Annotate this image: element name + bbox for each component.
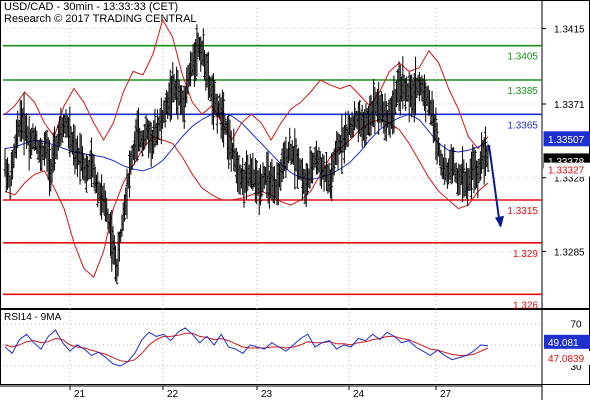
time-tick-label: 27 xyxy=(440,389,452,400)
rsi-tick-label: 70 xyxy=(570,320,582,331)
price-bars xyxy=(3,24,490,285)
time-tick-label: 23 xyxy=(261,389,273,400)
price-tag-label: 1.33378 xyxy=(548,157,585,168)
level-label: 1.3405 xyxy=(507,52,538,63)
price-tick-label: 1.3328 xyxy=(554,174,585,185)
time-tick-label: 21 xyxy=(74,389,86,400)
rsi-ma-line xyxy=(4,332,489,363)
level-label: 1.3365 xyxy=(507,120,538,131)
level-label: 1.3385 xyxy=(507,86,538,97)
upper-bollinger-band xyxy=(4,18,489,150)
rsi-tick-label: 30 xyxy=(570,362,582,373)
rsi-tag-label: 47.0839 xyxy=(548,354,585,365)
level-label: 1.329 xyxy=(513,249,538,260)
moving-average-line xyxy=(4,112,489,180)
level-label: 1.326 xyxy=(513,300,538,311)
rsi-tag-box xyxy=(544,350,590,365)
rsi-line xyxy=(4,327,489,367)
forecast-arrow-head xyxy=(495,215,504,228)
price-tag-box xyxy=(544,162,590,177)
price-tag-label: 1.33327 xyxy=(548,166,585,177)
time-tick-label: 24 xyxy=(353,389,365,400)
time-tick-label: 22 xyxy=(167,389,179,400)
chart-title: USD/CAD - 30min - 13:33:33 (CET) xyxy=(4,1,179,13)
price-tick-label: 1.3285 xyxy=(554,247,585,258)
price-tag-box xyxy=(543,131,590,147)
forecast-arrow-shaft xyxy=(488,145,501,226)
price-tick-label: 1.3371 xyxy=(554,100,585,111)
rsi-tag-label: 49.081 xyxy=(548,338,579,349)
chart-subtitle: Research © 2017 TRADING CENTRAL xyxy=(4,13,197,25)
rsi-panel-label: RSI14 - 9MA xyxy=(4,312,62,323)
price-tick-label: 1.3415 xyxy=(554,25,585,36)
price-tag-label: 1.33507 xyxy=(548,135,585,146)
rsi-tag-box xyxy=(544,334,590,349)
level-label: 1.3315 xyxy=(507,206,538,217)
